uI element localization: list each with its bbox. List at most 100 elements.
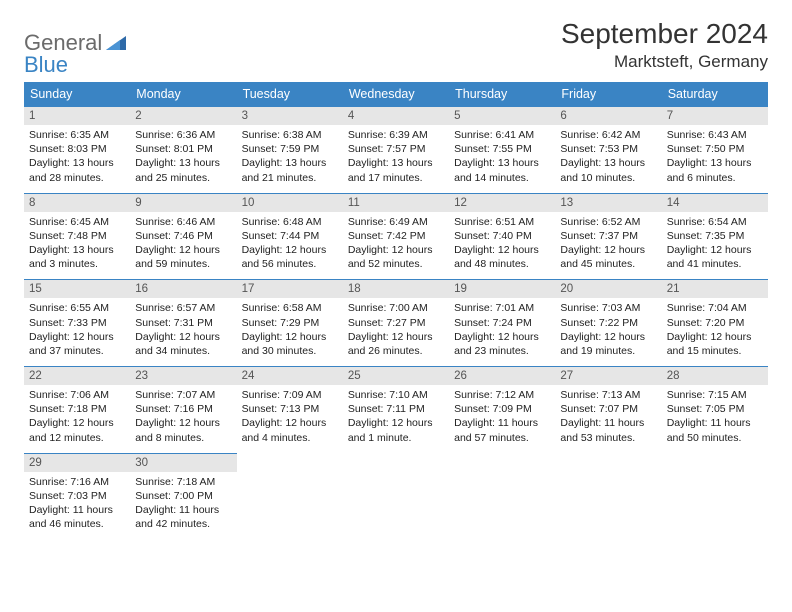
- day-details: Sunrise: 6:45 AMSunset: 7:48 PMDaylight:…: [24, 212, 130, 280]
- day-cell: 26Sunrise: 7:12 AMSunset: 7:09 PMDayligh…: [449, 367, 555, 454]
- day-cell: 22Sunrise: 7:06 AMSunset: 7:18 PMDayligh…: [24, 367, 130, 454]
- day-details: Sunrise: 7:00 AMSunset: 7:27 PMDaylight:…: [343, 298, 449, 366]
- day-number: 29: [24, 454, 130, 472]
- day-cell: 28Sunrise: 7:15 AMSunset: 7:05 PMDayligh…: [662, 367, 768, 454]
- day-number: 10: [237, 194, 343, 212]
- day-number: 11: [343, 194, 449, 212]
- day-number: 13: [555, 194, 661, 212]
- day-cell: 24Sunrise: 7:09 AMSunset: 7:13 PMDayligh…: [237, 367, 343, 454]
- day-details: Sunrise: 6:58 AMSunset: 7:29 PMDaylight:…: [237, 298, 343, 366]
- day-number: 8: [24, 194, 130, 212]
- day-number: 1: [24, 107, 130, 125]
- day-details: Sunrise: 7:18 AMSunset: 7:00 PMDaylight:…: [130, 472, 236, 540]
- day-details: Sunrise: 7:10 AMSunset: 7:11 PMDaylight:…: [343, 385, 449, 453]
- day-cell: [343, 453, 449, 539]
- day-details: Sunrise: 7:01 AMSunset: 7:24 PMDaylight:…: [449, 298, 555, 366]
- day-details: Sunrise: 7:03 AMSunset: 7:22 PMDaylight:…: [555, 298, 661, 366]
- calendar-page: General September 2024 Marktsteft, Germa…: [0, 0, 792, 557]
- day-number: 16: [130, 280, 236, 298]
- day-details: Sunrise: 7:06 AMSunset: 7:18 PMDaylight:…: [24, 385, 130, 453]
- logo-text-blue: Blue: [24, 52, 126, 78]
- day-number: 19: [449, 280, 555, 298]
- day-number: 6: [555, 107, 661, 125]
- dow-mon: Monday: [130, 82, 236, 107]
- day-number: 24: [237, 367, 343, 385]
- day-number: 22: [24, 367, 130, 385]
- dow-tue: Tuesday: [237, 82, 343, 107]
- day-cell: 10Sunrise: 6:48 AMSunset: 7:44 PMDayligh…: [237, 193, 343, 280]
- brand-logo-stack: General Blue: [24, 24, 126, 78]
- day-cell: 15Sunrise: 6:55 AMSunset: 7:33 PMDayligh…: [24, 280, 130, 367]
- day-details: Sunrise: 6:38 AMSunset: 7:59 PMDaylight:…: [237, 125, 343, 193]
- day-cell: 7Sunrise: 6:43 AMSunset: 7:50 PMDaylight…: [662, 107, 768, 194]
- day-number: 23: [130, 367, 236, 385]
- day-number: 20: [555, 280, 661, 298]
- day-cell: [237, 453, 343, 539]
- day-details: Sunrise: 6:49 AMSunset: 7:42 PMDaylight:…: [343, 212, 449, 280]
- day-cell: 12Sunrise: 6:51 AMSunset: 7:40 PMDayligh…: [449, 193, 555, 280]
- week-row: 1Sunrise: 6:35 AMSunset: 8:03 PMDaylight…: [24, 107, 768, 194]
- day-details: Sunrise: 6:52 AMSunset: 7:37 PMDaylight:…: [555, 212, 661, 280]
- day-details: Sunrise: 6:39 AMSunset: 7:57 PMDaylight:…: [343, 125, 449, 193]
- month-title: September 2024: [561, 18, 768, 50]
- day-details: Sunrise: 6:57 AMSunset: 7:31 PMDaylight:…: [130, 298, 236, 366]
- day-details: Sunrise: 7:04 AMSunset: 7:20 PMDaylight:…: [662, 298, 768, 366]
- day-cell: 19Sunrise: 7:01 AMSunset: 7:24 PMDayligh…: [449, 280, 555, 367]
- week-row: 15Sunrise: 6:55 AMSunset: 7:33 PMDayligh…: [24, 280, 768, 367]
- day-cell: 17Sunrise: 6:58 AMSunset: 7:29 PMDayligh…: [237, 280, 343, 367]
- day-details: Sunrise: 7:15 AMSunset: 7:05 PMDaylight:…: [662, 385, 768, 453]
- day-details: Sunrise: 6:43 AMSunset: 7:50 PMDaylight:…: [662, 125, 768, 193]
- logo-sail-icon: [104, 34, 126, 55]
- day-details: Sunrise: 6:35 AMSunset: 8:03 PMDaylight:…: [24, 125, 130, 193]
- day-number: 27: [555, 367, 661, 385]
- weekday-header-row: Sunday Monday Tuesday Wednesday Thursday…: [24, 82, 768, 107]
- day-details: Sunrise: 7:12 AMSunset: 7:09 PMDaylight:…: [449, 385, 555, 453]
- week-row: 8Sunrise: 6:45 AMSunset: 7:48 PMDaylight…: [24, 193, 768, 280]
- day-cell: 29Sunrise: 7:16 AMSunset: 7:03 PMDayligh…: [24, 453, 130, 539]
- day-details: Sunrise: 6:46 AMSunset: 7:46 PMDaylight:…: [130, 212, 236, 280]
- day-number: 25: [343, 367, 449, 385]
- day-number: 5: [449, 107, 555, 125]
- day-cell: 2Sunrise: 6:36 AMSunset: 8:01 PMDaylight…: [130, 107, 236, 194]
- page-header: General September 2024 Marktsteft, Germa…: [24, 18, 768, 72]
- day-cell: 3Sunrise: 6:38 AMSunset: 7:59 PMDaylight…: [237, 107, 343, 194]
- day-cell: 23Sunrise: 7:07 AMSunset: 7:16 PMDayligh…: [130, 367, 236, 454]
- day-cell: 5Sunrise: 6:41 AMSunset: 7:55 PMDaylight…: [449, 107, 555, 194]
- day-number: 2: [130, 107, 236, 125]
- day-cell: 1Sunrise: 6:35 AMSunset: 8:03 PMDaylight…: [24, 107, 130, 194]
- day-details: Sunrise: 6:55 AMSunset: 7:33 PMDaylight:…: [24, 298, 130, 366]
- day-cell: [449, 453, 555, 539]
- day-details: Sunrise: 6:42 AMSunset: 7:53 PMDaylight:…: [555, 125, 661, 193]
- location-text: Marktsteft, Germany: [561, 52, 768, 72]
- day-number: 28: [662, 367, 768, 385]
- day-cell: 21Sunrise: 7:04 AMSunset: 7:20 PMDayligh…: [662, 280, 768, 367]
- day-number: 4: [343, 107, 449, 125]
- dow-fri: Friday: [555, 82, 661, 107]
- day-cell: 14Sunrise: 6:54 AMSunset: 7:35 PMDayligh…: [662, 193, 768, 280]
- day-details: Sunrise: 6:36 AMSunset: 8:01 PMDaylight:…: [130, 125, 236, 193]
- day-details: Sunrise: 6:48 AMSunset: 7:44 PMDaylight:…: [237, 212, 343, 280]
- day-number: 15: [24, 280, 130, 298]
- dow-thu: Thursday: [449, 82, 555, 107]
- day-number: 30: [130, 454, 236, 472]
- day-number: 3: [237, 107, 343, 125]
- day-cell: 18Sunrise: 7:00 AMSunset: 7:27 PMDayligh…: [343, 280, 449, 367]
- day-cell: 11Sunrise: 6:49 AMSunset: 7:42 PMDayligh…: [343, 193, 449, 280]
- day-details: Sunrise: 6:51 AMSunset: 7:40 PMDaylight:…: [449, 212, 555, 280]
- dow-sat: Saturday: [662, 82, 768, 107]
- day-number: 9: [130, 194, 236, 212]
- day-cell: 8Sunrise: 6:45 AMSunset: 7:48 PMDaylight…: [24, 193, 130, 280]
- day-cell: 13Sunrise: 6:52 AMSunset: 7:37 PMDayligh…: [555, 193, 661, 280]
- week-row: 29Sunrise: 7:16 AMSunset: 7:03 PMDayligh…: [24, 453, 768, 539]
- day-number: 17: [237, 280, 343, 298]
- day-cell: 25Sunrise: 7:10 AMSunset: 7:11 PMDayligh…: [343, 367, 449, 454]
- day-number: 7: [662, 107, 768, 125]
- title-block: September 2024 Marktsteft, Germany: [561, 18, 768, 72]
- day-details: Sunrise: 7:16 AMSunset: 7:03 PMDaylight:…: [24, 472, 130, 540]
- day-number: 21: [662, 280, 768, 298]
- day-details: Sunrise: 7:13 AMSunset: 7:07 PMDaylight:…: [555, 385, 661, 453]
- day-details: Sunrise: 7:07 AMSunset: 7:16 PMDaylight:…: [130, 385, 236, 453]
- weeks-body: 1Sunrise: 6:35 AMSunset: 8:03 PMDaylight…: [24, 107, 768, 540]
- day-number: 12: [449, 194, 555, 212]
- day-cell: 20Sunrise: 7:03 AMSunset: 7:22 PMDayligh…: [555, 280, 661, 367]
